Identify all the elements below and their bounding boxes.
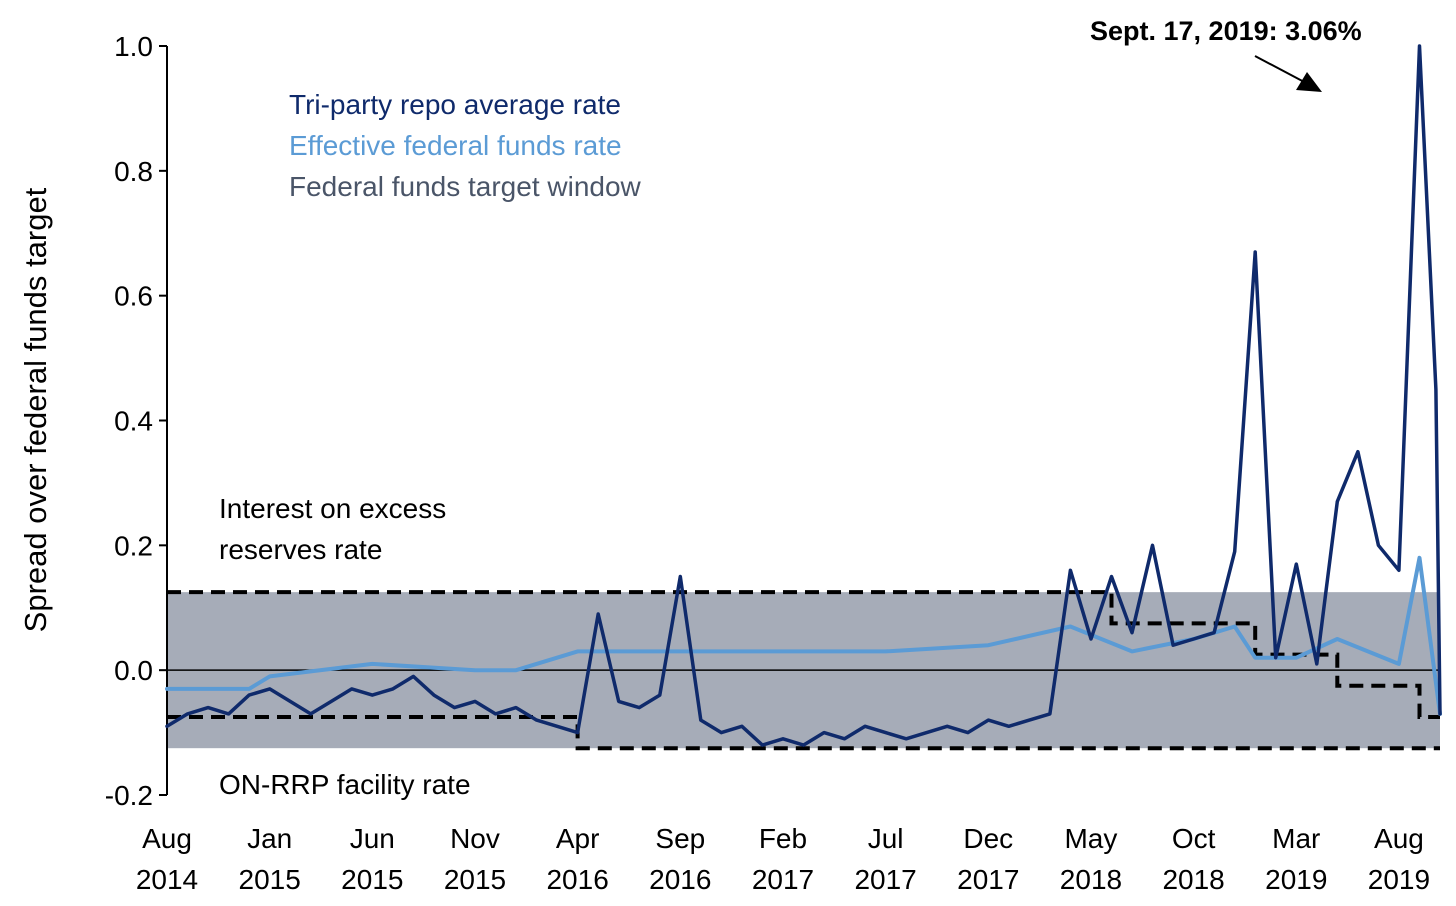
x-tick-label-month: Dec [963,823,1013,854]
x-tick-label-month: Feb [759,823,807,854]
callout: Sept. 17, 2019: 3.06% [1090,16,1362,92]
x-tick-label-year: 2017 [752,864,814,895]
legend-item-target-window: Federal funds target window [289,171,642,202]
x-tick-label-year: 2015 [341,864,403,895]
callout-arrow-line [1254,55,1309,85]
tri-party-repo-line [165,44,1442,747]
axes [159,45,1440,796]
ioer-annotation: Interest on excess reserves rate [219,493,446,565]
x-tick-label-year: 2016 [649,864,711,895]
onrrp-label: ON-RRP facility rate [219,769,471,800]
series-lines [165,44,1442,747]
x-tick-label-year: 2018 [1162,864,1224,895]
y-tick-label: 0.2 [114,530,153,561]
y-tick-label: 0.6 [114,281,153,312]
x-tick-label-year: 2016 [546,864,608,895]
x-tick-label-year: 2015 [239,864,301,895]
y-tick-label: 0.0 [114,655,153,686]
x-tick-label-month: Aug [142,823,192,854]
tick-labels: -0.2 0.0 0.2 0.4 0.6 0.8 1.0 Aug 2014 Jan 2015 Jun 2… [105,31,1430,895]
x-tick-label-month: Sep [655,823,705,854]
x-tick-label-year: 2017 [957,864,1019,895]
legend-item-effr: Effective federal funds rate [289,130,622,161]
x-tick-label-month: Jun [350,823,395,854]
callout-label: Sept. 17, 2019: 3.06% [1090,16,1362,46]
x-tick-label-month: Nov [450,823,500,854]
x-tick-label-year: 2019 [1368,864,1430,895]
callout-arrow-head [1296,72,1322,92]
ioer-label-line-2: reserves rate [219,534,382,565]
x-tick-label-month: Aug [1374,823,1424,854]
x-tick-label-month: Mar [1272,823,1320,854]
legend-item-tri-party: Tri-party repo average rate [289,89,621,120]
y-tick-label: 1.0 [114,31,153,62]
y-tick-label: -0.2 [105,780,153,811]
x-tick-label-month: Oct [1172,823,1216,854]
y-axis-title: Spread over federal funds target [18,187,53,632]
x-tick-label-year: 2017 [854,864,916,895]
y-tick-label: 0.8 [114,156,153,187]
y-tick-label: 0.4 [114,406,153,437]
x-tick-label-year: 2019 [1265,864,1327,895]
x-tick-label-year: 2015 [444,864,506,895]
x-tick-label-month: May [1064,823,1117,854]
legend: Tri-party repo average rate Effective fe… [289,89,642,202]
ioer-rate-line [167,590,1440,719]
effr-line [165,555,1442,716]
x-tick-label-year: 2014 [136,864,198,895]
ioer-label-line-1: Interest on excess [219,493,446,524]
x-tick-label-month: Jan [247,823,292,854]
x-tick-label-year: 2018 [1060,864,1122,895]
x-tick-label-month: Apr [556,823,600,854]
x-tick-label-month: Jul [868,823,904,854]
